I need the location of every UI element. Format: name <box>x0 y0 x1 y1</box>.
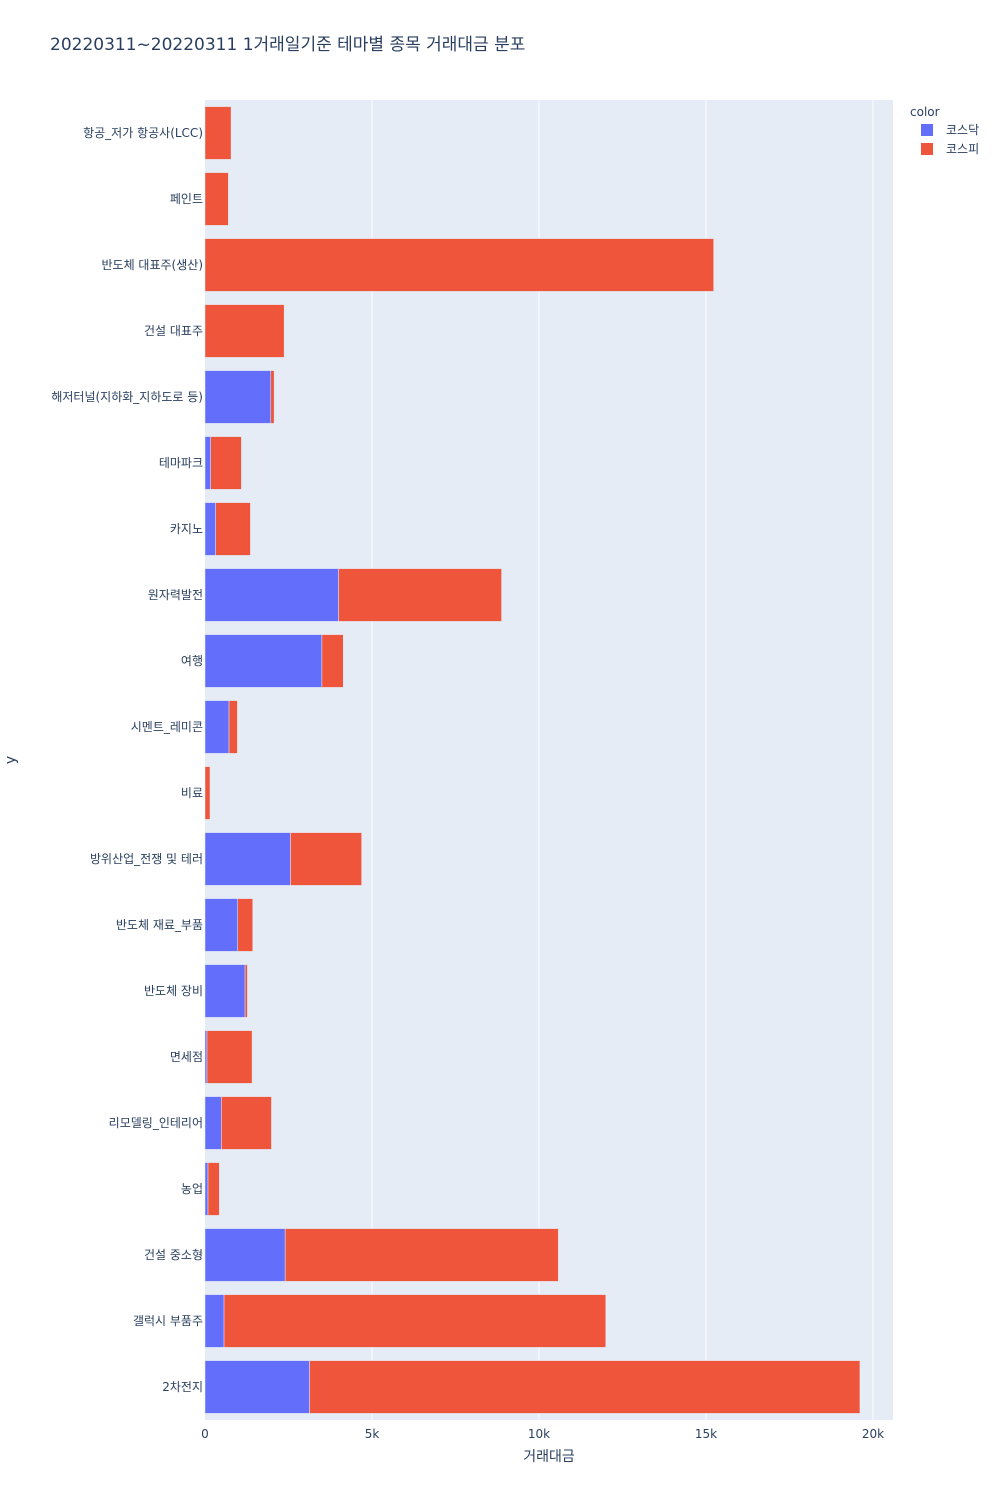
bar-kosdaq <box>204 964 246 1018</box>
y-category-label: 농업 <box>181 1182 203 1196</box>
legend-swatch-kospi <box>921 143 933 155</box>
bar-kosdaq <box>204 634 323 688</box>
bar-kospi <box>204 304 285 358</box>
legend-label-kospi: 코스피 <box>946 142 979 156</box>
y-category-label: 건설 대표주 <box>144 324 203 338</box>
bar-kospi <box>215 502 251 556</box>
bar-kospi <box>223 1294 607 1348</box>
bar-kospi <box>206 1030 253 1084</box>
bar-kosdaq <box>204 568 339 622</box>
bar-kospi <box>204 172 229 226</box>
y-category-label: 시멘트_레미콘 <box>131 720 203 734</box>
bar-kosdaq <box>204 1294 225 1348</box>
bar-kospi <box>244 964 248 1018</box>
x-tick-label: 5k <box>365 1427 380 1441</box>
x-axis-ticks: 0 5k 10k 15k 20k <box>201 1427 884 1441</box>
y-category-label: 갤럭시 부품주 <box>133 1314 203 1328</box>
bar-kospi <box>309 1360 861 1414</box>
bar-kosdaq <box>204 1162 209 1216</box>
y-category-label: 해저터널(지하화_지하도로 등) <box>51 390 203 404</box>
bar-kospi <box>237 898 254 952</box>
y-category-label: 면세점 <box>170 1050 203 1064</box>
y-category-label: 여행 <box>181 653 203 668</box>
y-category-label: 반도체 장비 <box>144 984 203 998</box>
y-category-label: 페인트 <box>170 192 203 206</box>
bar-kosdaq <box>204 898 238 952</box>
bar-kospi <box>290 832 362 886</box>
legend-title: color <box>910 105 940 119</box>
bar-kospi <box>321 634 344 688</box>
y-category-label: 항공_저가 항공사(LCC) <box>83 126 203 140</box>
y-category-label: 비료 <box>181 786 203 800</box>
x-tick-label: 15k <box>695 1427 717 1441</box>
bar-kospi <box>207 1162 220 1216</box>
bar-kospi <box>338 568 502 622</box>
y-category-label: 원자력발전 <box>148 588 203 602</box>
x-axis-title: 거래대금 <box>523 1449 575 1465</box>
bar-kosdaq <box>204 1360 310 1414</box>
bar-kospi <box>210 436 242 490</box>
bar-kosdaq <box>204 1228 286 1282</box>
bar-series <box>204 106 861 1414</box>
bar-kosdaq <box>204 1096 222 1150</box>
bar-kosdaq <box>204 436 211 490</box>
bar-kospi <box>284 1228 559 1282</box>
bar-kosdaq <box>204 502 216 556</box>
bar-kosdaq <box>204 700 230 754</box>
x-tick-label: 10k <box>528 1427 550 1441</box>
bar-kospi <box>228 700 238 754</box>
bar-kospi <box>221 1096 272 1150</box>
bar-kosdaq <box>204 1030 208 1084</box>
bar-kospi <box>204 766 211 820</box>
x-gridlines <box>371 100 874 1420</box>
x-tick-label: 20k <box>862 1427 884 1441</box>
x-tick-label: 0 <box>201 1427 209 1441</box>
y-category-label: 2차전지 <box>162 1380 203 1394</box>
y-category-label: 카지노 <box>170 522 203 536</box>
y-category-label: 건설 중소형 <box>144 1248 203 1262</box>
plot-area <box>205 100 893 1420</box>
bar-kospi <box>270 370 275 424</box>
y-category-label: 방위산업_전쟁 및 테러 <box>90 852 203 866</box>
bar-kosdaq <box>204 370 272 424</box>
legend-swatch-kosdaq <box>921 124 933 136</box>
y-category-label: 리모델링_인테리어 <box>109 1116 203 1130</box>
y-category-label: 테마파크 <box>159 456 203 470</box>
bar-kosdaq <box>204 832 291 886</box>
bar-kospi <box>204 238 714 292</box>
chart-title: 20220311~20220311 1거래일기준 테마별 종목 거래대금 분포 <box>50 35 525 55</box>
bar-kospi <box>204 106 232 160</box>
legend-label-kosdaq: 코스닥 <box>946 123 979 137</box>
y-axis-title: y <box>3 756 19 764</box>
y-category-label: 반도체 재료_부품 <box>116 918 203 932</box>
y-category-label: 반도체 대표주(생산) <box>102 258 204 272</box>
